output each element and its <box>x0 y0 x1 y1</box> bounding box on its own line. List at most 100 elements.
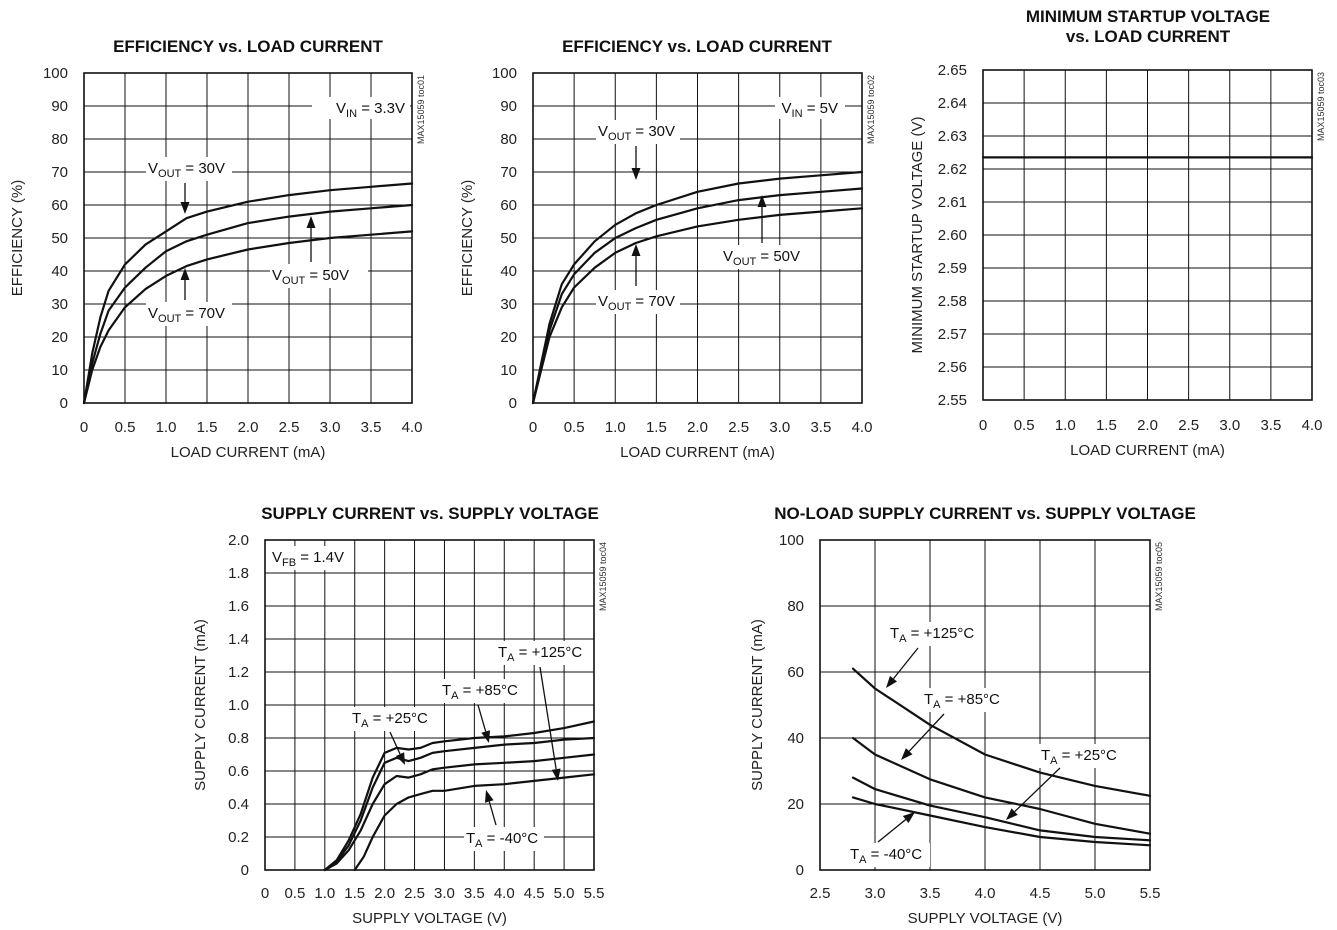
vout-70v-label-main: V <box>598 293 608 310</box>
vin-label-sub: IN <box>792 108 803 120</box>
y-tick-label: 2.55 <box>938 392 967 409</box>
series-vout-30v <box>82 182 414 405</box>
y-tick-label: 10 <box>500 362 517 379</box>
y-tick-label: 1.0 <box>228 697 249 714</box>
ta-85c-arrow <box>477 704 490 743</box>
y-axis-label: EFFICIENCY (%) <box>459 180 476 296</box>
x-tick-label: 0 <box>529 419 537 436</box>
x-tick-label: 0 <box>261 885 269 902</box>
ta-minus40c-label-sub: A <box>859 854 867 866</box>
vout-70v-label-sub: OUT <box>158 313 182 325</box>
plot-frame <box>83 72 413 404</box>
y-tick-label: 50 <box>500 230 517 247</box>
y-tick-label: 100 <box>43 65 68 82</box>
ta-minus40c-label-sub: A <box>475 838 483 850</box>
vout-50v-label-sub: OUT <box>733 256 757 268</box>
ta-25c-label: TA = +25°C <box>1041 747 1117 767</box>
series-vout-70v <box>82 230 414 405</box>
vout-30v-label-main: V <box>598 123 608 140</box>
x-tick-label: 4.0 <box>975 885 996 902</box>
vout-30v-label-sub: OUT <box>608 131 632 143</box>
chart-title: EFFICIENCY vs. LOAD CURRENT <box>113 37 383 56</box>
x-tick-label: 2.0 <box>1137 417 1158 434</box>
vin-label-rest: = 5V <box>803 100 838 117</box>
y-tick-label: 0.2 <box>228 829 249 846</box>
ta-minus40c-arrow <box>877 812 915 843</box>
ta-85c-arrow <box>901 713 945 760</box>
y-tick-label: 80 <box>51 131 68 148</box>
ta-125c-label-main: T <box>890 625 899 642</box>
series-ta-25-c <box>323 753 596 872</box>
vout-30v-label-rest: = 30V <box>181 160 225 177</box>
x-tick-label: 5.5 <box>1140 885 1161 902</box>
series-ta-85-c <box>851 736 1152 835</box>
chart-title: SUPPLY CURRENT vs. SUPPLY VOLTAGE <box>261 504 599 523</box>
x-tick-label: 3.5 <box>920 885 941 902</box>
y-tick-label: 2.57 <box>938 326 967 343</box>
vout-70v-arrow <box>631 244 641 286</box>
y-tick-label: 40 <box>500 263 517 280</box>
vout-70v-label-main: V <box>148 305 158 322</box>
ta-85c-label-rest: = +85°C <box>459 682 519 699</box>
x-tick-label: 2.5 <box>728 419 749 436</box>
vout-70v-label-sub: OUT <box>608 301 632 313</box>
x-tick-label: 0.5 <box>284 885 305 902</box>
x-tick-label: 2.0 <box>687 419 708 436</box>
ta-25c-label-main: T <box>352 710 361 727</box>
x-tick-label: 0 <box>979 417 987 434</box>
plot-frame <box>532 72 863 404</box>
x-tick-label: 1.0 <box>314 885 335 902</box>
vout-30v-arrow <box>180 183 190 214</box>
ta-125c-arrow <box>886 647 919 688</box>
part-code: MAX15059 toc05 <box>1154 542 1164 611</box>
vout-50v-label-main: V <box>723 248 733 265</box>
series-ta-125-c <box>323 720 596 872</box>
vout-70v-label: VOUT = 70V <box>598 293 675 313</box>
x-tick-label: 4.0 <box>1302 417 1323 434</box>
x-axis-label: LOAD CURRENT (mA) <box>171 444 326 461</box>
chart-1: EFFICIENCY vs. LOAD CURRENT 0 0.5 1.0 1.5 2.0… <box>9 37 426 461</box>
ta-125c-label: TA = +125°C <box>498 644 582 664</box>
y-tick-label: 2.56 <box>938 359 967 376</box>
x-tick-label: 4.0 <box>852 419 873 436</box>
x-tick-label: 3.5 <box>361 419 382 436</box>
ta-85c-label: TA = +85°C <box>442 682 518 702</box>
chart-title: NO-LOAD SUPPLY CURRENT vs. SUPPLY VOLTAG… <box>774 504 1196 523</box>
ta-85c-label-sub: A <box>451 690 459 702</box>
x-tick-label: 2.5 <box>279 419 300 436</box>
x-tick-label: 1.0 <box>156 419 177 436</box>
vout-50v-label-rest: = 50V <box>305 267 349 284</box>
x-tick-label: 5.0 <box>554 885 575 902</box>
vfb-label-main: V <box>272 549 282 566</box>
y-axis-label: MINIMUM STARTUP VOLTAGE (V) <box>909 117 926 354</box>
chart-title: EFFICIENCY vs. LOAD CURRENT <box>562 37 832 56</box>
ta-125c-label: TA = +125°C <box>890 625 974 645</box>
y-tick-label: 60 <box>787 664 804 681</box>
x-tick-label: 1.0 <box>1055 417 1076 434</box>
y-tick-label: 0.4 <box>228 796 249 813</box>
ta-minus40c-label: TA = -40°C <box>850 846 922 866</box>
plot-frame <box>819 539 1151 871</box>
x-tick-label: 2.0 <box>238 419 259 436</box>
vout-50v-label: VOUT = 50V <box>272 267 349 287</box>
vout-70v-label: VOUT = 70V <box>148 305 225 325</box>
x-tick-label: 2.5 <box>1178 417 1199 434</box>
ta-25c-label-rest: = +25°C <box>1058 747 1118 764</box>
vout-30v-label: VOUT = 30V <box>598 123 675 143</box>
ta-minus40c-label: TA = -40°C <box>466 830 538 850</box>
chart-title-line2: vs. LOAD CURRENT <box>1066 27 1231 46</box>
vout-50v-label-sub: OUT <box>282 275 306 287</box>
vin-label-sub: IN <box>346 108 357 120</box>
y-tick-label: 20 <box>500 329 517 346</box>
plot-frame <box>264 539 595 871</box>
vin-label-main: V <box>782 100 792 117</box>
series-ta-85-c <box>323 736 596 872</box>
y-tick-label: 90 <box>500 98 517 115</box>
y-tick-label: 80 <box>500 131 517 148</box>
ta-125c-label-main: T <box>498 644 507 661</box>
ta-85c-label: TA = +85°C <box>924 691 1000 711</box>
vin-label: VIN = 5V <box>782 100 838 120</box>
ta-25c-label-sub: A <box>1050 755 1058 767</box>
vout-50v-arrow <box>306 216 316 262</box>
